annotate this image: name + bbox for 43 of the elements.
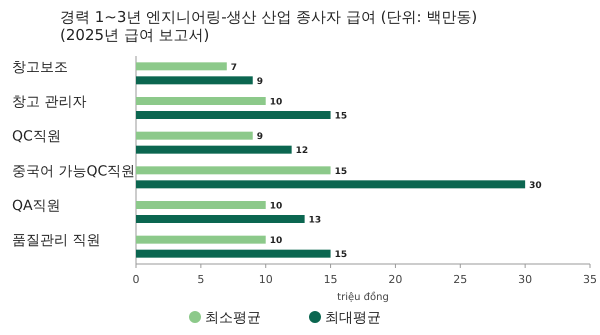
bar xyxy=(136,132,253,140)
data-label: 7 xyxy=(230,62,238,73)
bar xyxy=(136,250,331,258)
data-label: 10 xyxy=(270,98,282,108)
bar xyxy=(136,76,253,84)
bar xyxy=(136,111,331,119)
y-tick-label: QA직원 xyxy=(12,198,61,214)
bar xyxy=(136,215,305,223)
y-tick-label: 품질관리 직원 xyxy=(12,232,100,249)
y-tick-label: 창고 관리자 xyxy=(12,94,86,110)
bar xyxy=(136,166,331,174)
data-label: 15 xyxy=(334,112,348,122)
x-tick-label: 25 xyxy=(453,273,468,286)
data-label: 12 xyxy=(296,146,308,156)
x-tick-label: 30 xyxy=(518,273,532,286)
y-tick-label: QC직원 xyxy=(12,128,61,145)
chart-subtitle: (2025년 급여 보고서) xyxy=(60,26,210,44)
bar xyxy=(136,236,266,244)
data-label: 13 xyxy=(308,216,322,226)
x-tick-label: 35 xyxy=(583,273,597,286)
bar xyxy=(136,201,266,209)
data-label: 10 xyxy=(270,202,282,212)
y-tick-label: 중국어 가능QC직원 xyxy=(12,163,136,180)
data-label: 9 xyxy=(256,76,264,87)
bar xyxy=(136,97,266,105)
x-tick-label: 0 xyxy=(132,273,140,286)
x-tick-label: 15 xyxy=(324,273,338,286)
x-tick-label: 10 xyxy=(258,273,273,286)
data-label: 10 xyxy=(270,236,282,246)
legend-label: 최소평균 xyxy=(205,310,261,326)
bar xyxy=(136,180,526,188)
legend-label: 최대평균 xyxy=(325,310,381,326)
x-tick-label: 20 xyxy=(388,273,402,286)
data-label: 15 xyxy=(334,250,348,260)
x-axis-title: triệu đồng xyxy=(337,291,389,303)
data-label: 30 xyxy=(529,180,542,191)
bar xyxy=(136,146,292,154)
data-label: 15 xyxy=(334,166,348,177)
data-label: 9 xyxy=(256,132,264,142)
chart-title: 경력 1~3년 엔지니어링-생산 산업 종사자 급여 (단위: 백만동) xyxy=(60,8,478,26)
x-tick-label: 5 xyxy=(197,273,204,286)
y-tick-label: 창고보조 xyxy=(12,59,68,76)
bar xyxy=(136,62,227,70)
